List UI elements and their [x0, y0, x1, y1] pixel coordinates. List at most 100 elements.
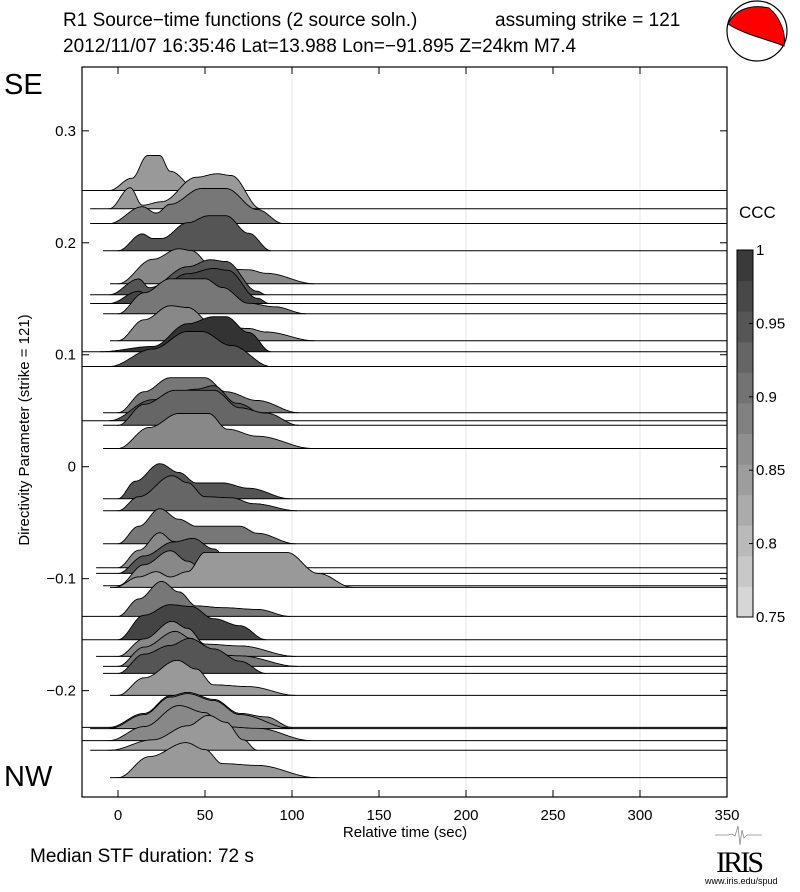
stf-outline — [117, 215, 272, 252]
colorbar-swatch — [737, 586, 753, 618]
colorbar: 1 0.95 0.9 0.85 0.8 0.75 — [736, 242, 785, 626]
stf-outline — [108, 188, 284, 224]
stf-trace — [82, 155, 727, 191]
x-tick-label: 0 — [114, 807, 122, 824]
colorbar-frame — [736, 249, 754, 618]
stf-outline — [108, 691, 293, 728]
colorbar-swatch — [737, 402, 753, 434]
x-tick-label: 350 — [714, 807, 739, 824]
stf-outline — [117, 377, 299, 414]
stf-trace — [103, 215, 727, 252]
iris-logo: IRIS www.iris.edu/spud — [704, 825, 778, 886]
x-tick-label: 200 — [453, 807, 478, 824]
traces-layer — [82, 155, 727, 779]
stf-fill — [118, 248, 315, 284]
y-tick-label: 0.2 — [55, 235, 76, 252]
y-tick-label: 0.1 — [55, 347, 76, 364]
title-line1: R1 Source−time functions (2 source soln.… — [63, 10, 417, 31]
colorbar-tick-label: 1 — [756, 242, 764, 259]
stf-fill — [118, 413, 313, 449]
stf-fill — [109, 693, 292, 729]
colorbar-swatch — [737, 341, 753, 373]
stf-outline — [117, 742, 317, 779]
stf-fill — [118, 215, 272, 251]
colorbar-tick-label: 0.9 — [756, 389, 777, 406]
stf-fill — [109, 155, 205, 191]
stf-outline — [117, 620, 296, 657]
stf-fill — [118, 278, 306, 314]
stf-fill — [118, 390, 299, 426]
stf-outline — [107, 714, 258, 751]
colorbar-swatch — [737, 250, 753, 282]
stf-outline — [117, 463, 291, 500]
stf-fill — [118, 604, 266, 640]
stf-outline — [117, 508, 296, 545]
colorbar-swatch — [737, 464, 753, 496]
y-tick-label: 0 — [68, 459, 76, 476]
stf-fill — [114, 552, 353, 588]
stf-outline — [109, 693, 292, 730]
axes: 0 50 100 150 200 250 300 350 0.3 0.2 0.1 0 −0.1 −0.2 — [46, 67, 740, 824]
title-strike: assuming strike = 121 — [495, 10, 680, 31]
stf-fill — [118, 638, 266, 674]
y-tick-label: −0.2 — [46, 683, 76, 700]
stf-fill — [109, 331, 272, 367]
colorbar-swatch — [737, 494, 753, 526]
stf-outline — [108, 259, 266, 296]
beachball-icon — [726, 0, 788, 62]
grid-lines — [291, 67, 641, 797]
stf-trace — [103, 637, 727, 674]
colorbar-title: CCC — [739, 203, 776, 222]
colorbar-swatch — [737, 280, 753, 312]
stf-outline — [109, 331, 272, 367]
stf-outline — [117, 604, 266, 641]
stf-trace — [110, 551, 727, 588]
label-nw: NW — [4, 761, 53, 793]
colorbar-swatch — [737, 372, 753, 404]
stf-outline — [114, 551, 353, 588]
x-tick-label: 250 — [540, 807, 565, 824]
colorbar-tick-label: 0.85 — [756, 462, 785, 479]
colorbar-swatch — [737, 555, 753, 587]
median-duration: Median STF duration: 72 s — [30, 846, 254, 867]
title-line2: 2012/11/07 16:35:46 Lat=13.988 Lon=−91.8… — [63, 36, 576, 57]
stf-outline — [117, 278, 306, 315]
stf-outline — [99, 316, 272, 353]
stf-outline — [117, 637, 266, 674]
x-tick-label: 50 — [197, 807, 214, 824]
stf-outline — [117, 537, 237, 574]
stf-trace — [110, 659, 727, 696]
stf-fill — [118, 660, 296, 696]
x-tick-label: 100 — [279, 807, 304, 824]
plot-frame — [81, 66, 728, 798]
stf-fill — [118, 463, 291, 499]
stf-outline — [117, 580, 291, 617]
stf-fill — [118, 742, 317, 778]
x-axis-label: Relative time (sec) — [343, 824, 467, 841]
y-tick-label: −0.1 — [46, 571, 76, 588]
stf-trace — [103, 508, 727, 545]
x-tick-label: 300 — [627, 807, 652, 824]
colorbar-tick-label: 0.95 — [756, 315, 785, 332]
stf-outline — [117, 659, 296, 696]
stf-outline — [108, 173, 261, 210]
stf-trace — [103, 278, 727, 315]
stf-outline — [109, 385, 275, 422]
colorbar-tick-label: 0.8 — [756, 536, 777, 553]
colorbar-tick-label: 0.75 — [756, 609, 785, 626]
beachball-compression — [727, 6, 785, 47]
stf-trace — [103, 413, 727, 450]
iris-url: www.iris.edu/spud — [704, 876, 778, 886]
stf-fill — [109, 715, 258, 751]
y-tick-label: 0.3 — [55, 123, 76, 140]
stf-trace — [103, 475, 727, 512]
stf-outline — [108, 268, 270, 305]
iris-logo-text: IRIS — [716, 846, 764, 879]
colorbar-swatch — [737, 311, 753, 343]
stf-trace — [82, 331, 727, 368]
colorbar-swatch — [737, 433, 753, 465]
colorbar-swatch — [737, 525, 753, 557]
x-tick-label: 150 — [366, 807, 391, 824]
stf-fill — [118, 475, 298, 511]
